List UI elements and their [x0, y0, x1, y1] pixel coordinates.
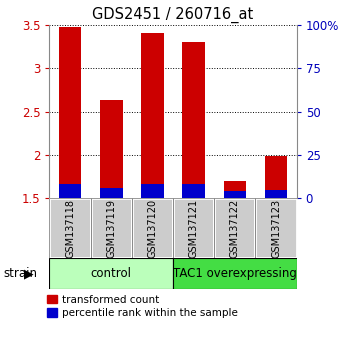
Legend: transformed count, percentile rank within the sample: transformed count, percentile rank withi… [46, 294, 239, 319]
Bar [173, 198, 214, 258]
Bar [49, 198, 91, 258]
Bar [91, 198, 132, 258]
Text: GSM137123: GSM137123 [271, 199, 281, 258]
Bar [255, 198, 297, 258]
Text: TAC1 overexpressing: TAC1 overexpressing [173, 267, 297, 280]
Bar [265, 190, 287, 198]
Text: GSM137119: GSM137119 [106, 199, 116, 258]
Bar [265, 156, 287, 198]
Bar [182, 42, 205, 198]
Bar [49, 258, 173, 289]
Bar [182, 184, 205, 198]
Text: GSM137121: GSM137121 [189, 199, 199, 258]
Title: GDS2451 / 260716_at: GDS2451 / 260716_at [92, 7, 254, 23]
Text: GSM137122: GSM137122 [230, 199, 240, 258]
Bar [255, 198, 297, 258]
Bar [141, 33, 164, 198]
Bar [49, 198, 91, 258]
Bar [224, 181, 246, 198]
Bar [214, 198, 255, 258]
Text: GSM137120: GSM137120 [147, 199, 158, 258]
Bar [214, 198, 255, 258]
Bar [132, 198, 173, 258]
Bar [100, 188, 122, 198]
Bar [59, 184, 81, 198]
Text: control: control [91, 267, 132, 280]
Text: strain: strain [3, 267, 38, 280]
Bar [132, 198, 173, 258]
Bar [224, 191, 246, 198]
Text: GSM137118: GSM137118 [65, 199, 75, 258]
Bar [173, 198, 214, 258]
Bar [59, 27, 81, 198]
Bar [100, 100, 122, 198]
Bar [91, 198, 132, 258]
Text: ▶: ▶ [24, 267, 34, 280]
Bar [141, 184, 164, 198]
Bar [173, 258, 297, 289]
